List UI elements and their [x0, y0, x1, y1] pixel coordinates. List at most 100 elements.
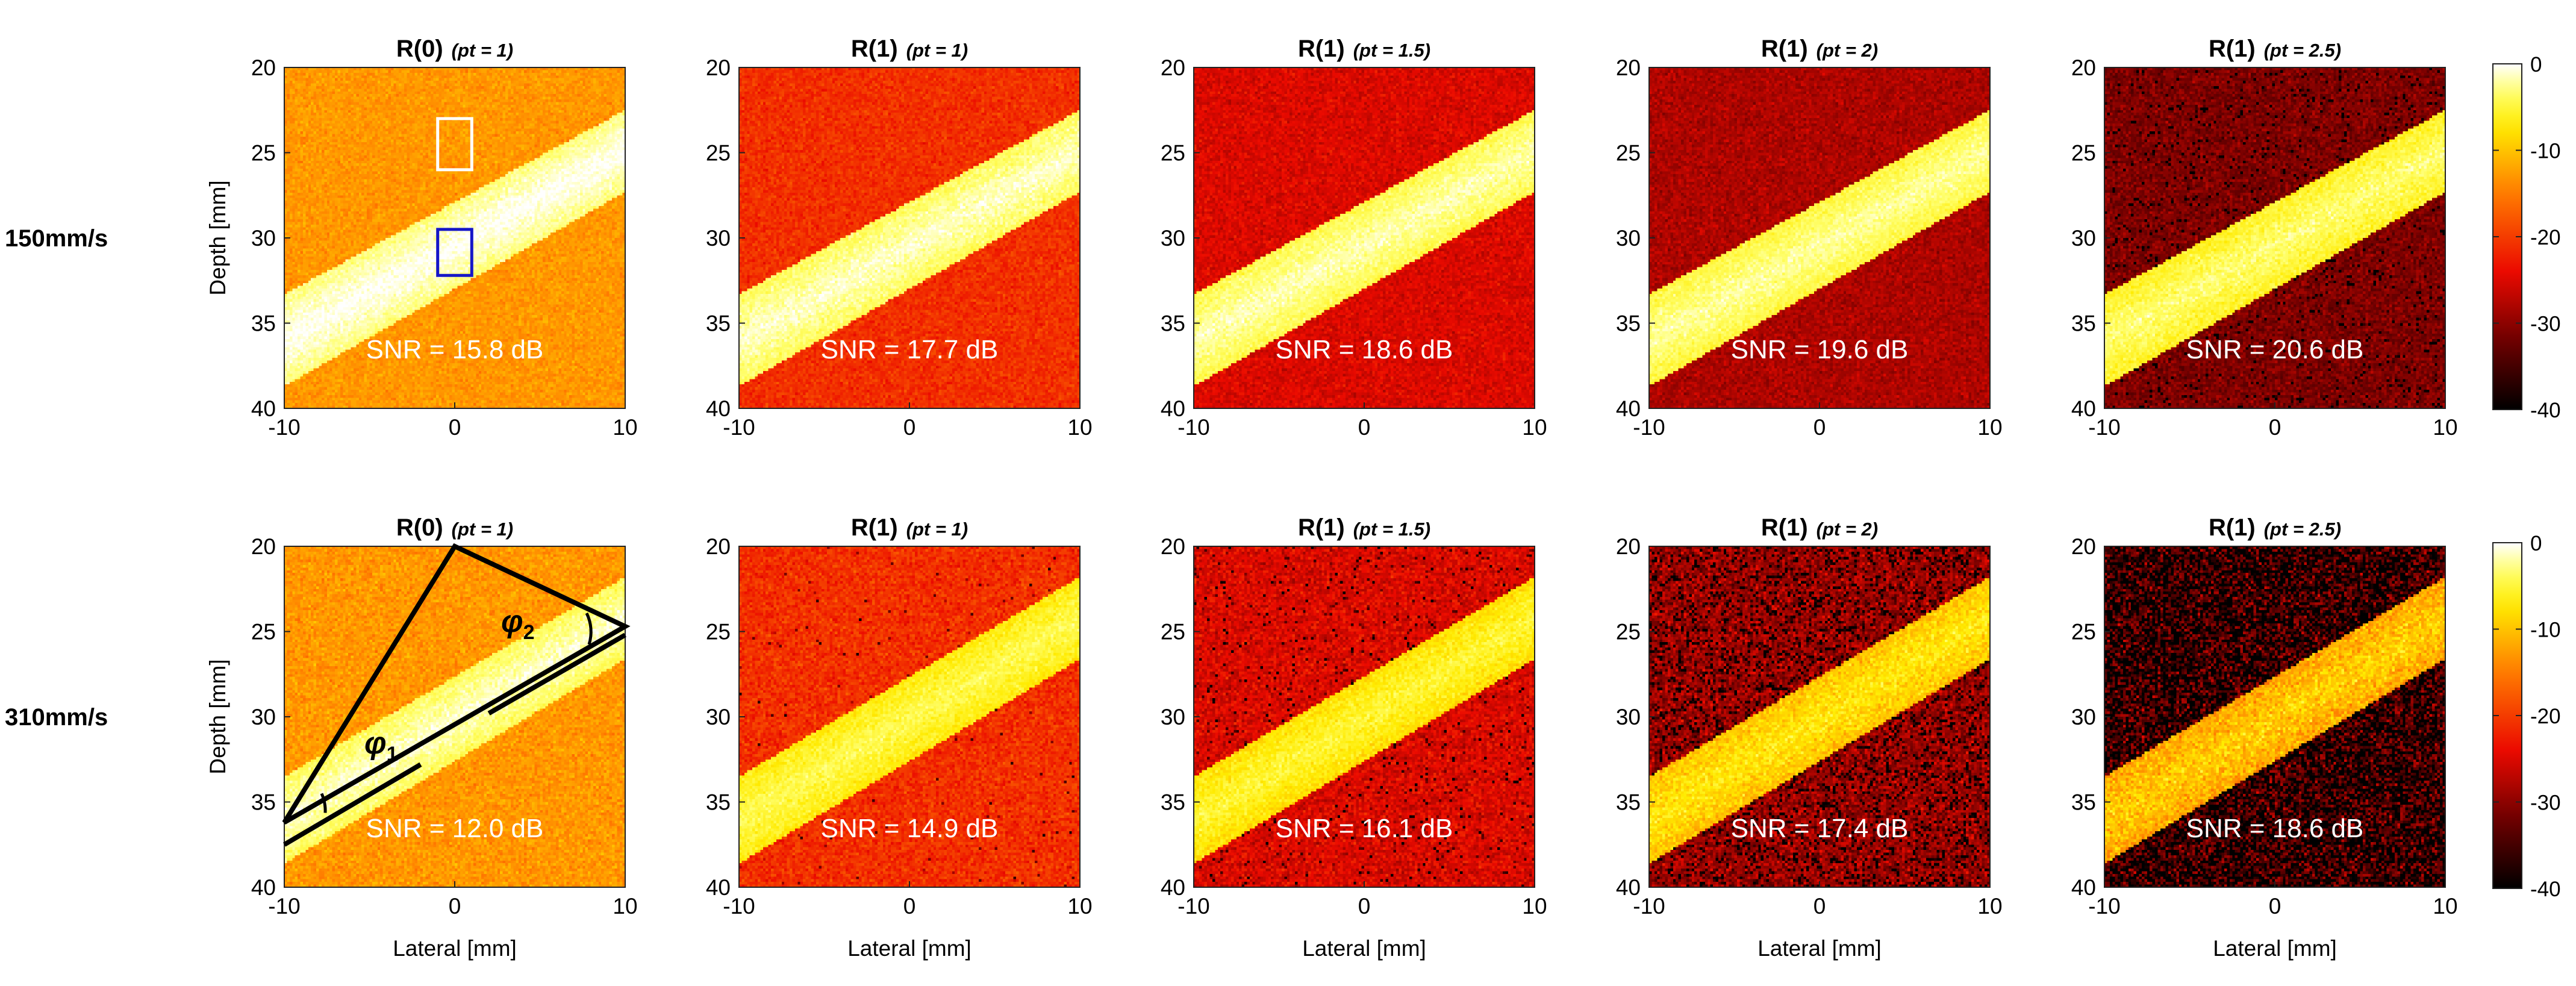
- colorbar-tick-label: -30: [2530, 791, 2561, 815]
- panel-title: R(1) (pt = 1): [851, 36, 968, 62]
- panel-title-main: R(0): [396, 36, 443, 62]
- panel-title-param: (pt = 2): [1817, 519, 1878, 540]
- y-tick-label: 40: [251, 396, 276, 421]
- phi2-symbol: φ: [501, 604, 523, 639]
- x-tick-label: -10: [268, 415, 300, 440]
- y-tick-label: 20: [706, 55, 731, 80]
- y-tick-label: 35: [1161, 790, 1185, 815]
- snr-label: SNR = 17.7 dB: [821, 335, 999, 364]
- panel-title-main: R(1): [851, 514, 898, 541]
- x-axis-label: Lateral [mm]: [1757, 936, 1882, 961]
- heatmap-panel-r1c1: R(0) (pt = 1) 20 25 30 35 40-10 0 10 Depth [mm] 15…: [5, 36, 638, 440]
- heatmap-image: [284, 67, 625, 408]
- panel-title-param: (pt = 2): [1817, 40, 1878, 61]
- phi2-subscript: 2: [523, 621, 535, 644]
- y-tick-label: 20: [1161, 55, 1185, 80]
- panel-title: R(1) (pt = 1.5): [1298, 514, 1430, 541]
- x-tick-label: 10: [1522, 894, 1547, 919]
- phi2-label: φ2: [501, 604, 535, 644]
- x-axis-label: Lateral [mm]: [1302, 936, 1426, 961]
- x-tick-label: 0: [1358, 894, 1371, 919]
- y-tick-label: 40: [1616, 396, 1641, 421]
- row-label: 310mm/s: [5, 704, 108, 731]
- y-tick-label: 35: [251, 311, 276, 336]
- x-tick-label: 0: [449, 415, 461, 440]
- panel-title-param: (pt = 2.5): [2264, 519, 2341, 540]
- panel-title-main: R(1): [1298, 36, 1345, 62]
- y-tick-label: 40: [706, 396, 731, 421]
- panel-title-param: (pt = 1): [452, 40, 513, 61]
- colorbar-tick-label: -30: [2530, 313, 2561, 336]
- panel-title-main: R(1): [1298, 514, 1345, 541]
- y-tick-label: 25: [1616, 141, 1641, 166]
- heatmap-image: [739, 546, 1080, 887]
- x-tick-label: 10: [1977, 415, 2002, 440]
- y-tick-label: 20: [1161, 534, 1185, 559]
- x-tick-label: 10: [1522, 415, 1547, 440]
- x-tick-label: 0: [1813, 415, 1826, 440]
- x-tick-label: 10: [1067, 415, 1092, 440]
- y-tick-label: 20: [2071, 55, 2096, 80]
- colorbar-r2: 0 -10 -20 -30 -40: [2492, 532, 2561, 901]
- y-tick-label: 30: [2071, 226, 2096, 251]
- snr-label: SNR = 12.0 dB: [366, 814, 544, 843]
- y-tick-label: 35: [1616, 790, 1641, 815]
- snr-label: SNR = 18.6 dB: [2186, 814, 2364, 843]
- heatmap-panel-r2c2: R(1) (pt = 1) 20 25 30 35 40-10 0 10 Lateral [mm]…: [706, 514, 1093, 961]
- panel-title: R(0) (pt = 1): [396, 36, 513, 62]
- panel-title: R(1) (pt = 1): [851, 514, 968, 541]
- y-tick-label: 40: [1161, 396, 1185, 421]
- y-tick-label: 40: [2071, 396, 2096, 421]
- colorbar-tick-label: 0: [2530, 53, 2542, 76]
- y-tick-label: 40: [1161, 875, 1185, 900]
- panel-title-param: (pt = 1): [906, 519, 968, 540]
- colorbar-r1: 0 -10 -20 -30 -40: [2492, 53, 2561, 422]
- snr-label: SNR = 16.1 dB: [1276, 814, 1453, 843]
- heatmap-panel-r2c1: R(0) (pt = 1) 20 25 30 35 40-10 0 10 Depth [mm] 31…: [5, 514, 638, 961]
- panel-title-main: R(0): [396, 514, 443, 541]
- phi1-label: φ1: [364, 726, 398, 766]
- panel-title-param: (pt = 1): [452, 519, 513, 540]
- x-axis-label: Lateral [mm]: [2213, 936, 2337, 961]
- y-tick-label: 30: [251, 705, 276, 729]
- y-tick-label: 30: [1161, 226, 1185, 251]
- y-tick-label: 40: [251, 875, 276, 900]
- panel-title-param: (pt = 1.5): [1353, 519, 1430, 540]
- y-tick-label: 40: [706, 875, 731, 900]
- x-tick-label: 0: [2269, 415, 2281, 440]
- snr-label: SNR = 19.6 dB: [1731, 335, 1909, 364]
- row-label: 150mm/s: [5, 225, 108, 252]
- colorbar-tick-label: 0: [2530, 532, 2542, 555]
- heatmap-panel-r2c4: R(1) (pt = 2) 20 25 30 35 40-10 0 10 Lateral [mm]…: [1616, 514, 2003, 961]
- x-tick-label: 10: [2433, 894, 2457, 919]
- y-tick-label: 20: [706, 534, 731, 559]
- roi-box-background: [436, 117, 473, 172]
- y-tick-label: 35: [2071, 311, 2096, 336]
- angle-triangle: [282, 543, 631, 825]
- angle-arc-phi2: [585, 612, 593, 645]
- panel-title-main: R(1): [1761, 514, 1808, 541]
- x-tick-label: -10: [268, 894, 300, 919]
- x-tick-label: -10: [723, 894, 755, 919]
- x-tick-label: 10: [613, 894, 637, 919]
- y-tick-label: 35: [1616, 311, 1641, 336]
- x-tick-label: -10: [2088, 415, 2120, 440]
- y-tick-label: 25: [706, 141, 731, 166]
- vessel-centerline-segment: [487, 632, 626, 716]
- y-tick-label: 40: [2071, 875, 2096, 900]
- panel-title-main: R(1): [1761, 36, 1808, 62]
- panel-title-main: R(1): [2209, 36, 2256, 62]
- y-axis-label: Depth [mm]: [205, 659, 230, 774]
- y-tick-label: 35: [2071, 790, 2096, 815]
- heatmap-panel-r2c3: R(1) (pt = 1.5) 20 25 30 35 40-10 0 10 Lateral [m…: [1161, 514, 1547, 961]
- panel-title-main: R(1): [2209, 514, 2256, 541]
- y-tick-label: 25: [251, 620, 276, 644]
- x-tick-label: 10: [1067, 894, 1092, 919]
- x-tick-label: -10: [1633, 415, 1665, 440]
- x-tick-label: -10: [1633, 894, 1665, 919]
- panel-title-main: R(1): [851, 36, 898, 62]
- y-tick-label: 25: [2071, 620, 2096, 644]
- y-tick-label: 30: [251, 226, 276, 251]
- heatmap-image: [284, 546, 625, 887]
- x-tick-label: 0: [449, 894, 461, 919]
